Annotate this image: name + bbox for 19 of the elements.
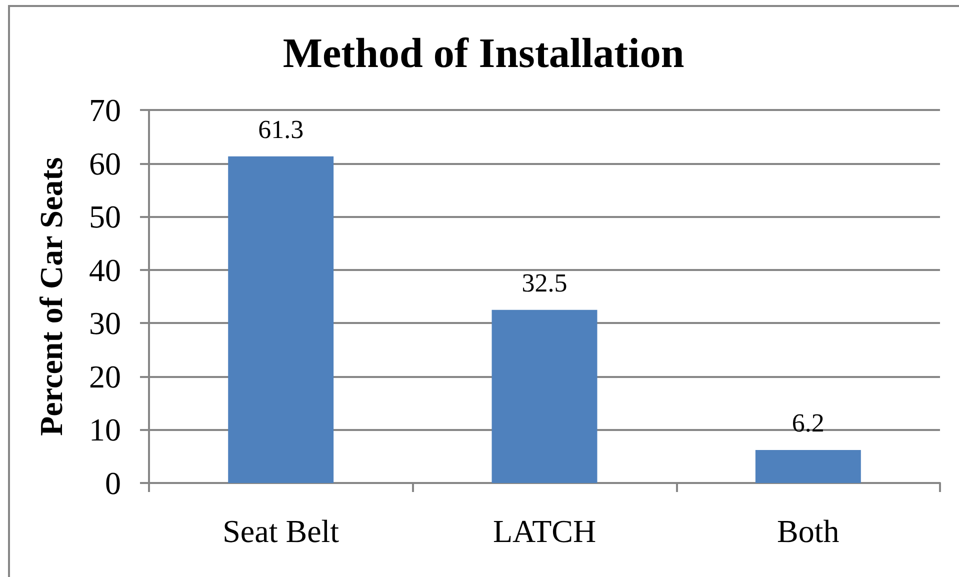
x-tick-label: Seat Belt — [222, 513, 340, 549]
y-tick-label: 40 — [89, 252, 121, 288]
x-tick-label: Both — [777, 513, 840, 549]
y-tick-label: 50 — [89, 198, 121, 235]
bar — [755, 450, 861, 483]
chart-title: Method of Installation — [282, 31, 684, 77]
y-tick-label: 70 — [89, 92, 121, 128]
y-tick-label: 0 — [105, 465, 121, 501]
bar — [228, 156, 334, 483]
y-axis-title: Percent of Car Seats — [33, 157, 69, 436]
y-tick-label: 30 — [89, 305, 121, 342]
data-label: 61.3 — [258, 114, 304, 144]
y-tick-label: 10 — [89, 412, 121, 448]
y-tick-label: 60 — [89, 145, 121, 182]
x-tick-label: LATCH — [492, 513, 596, 549]
data-label: 6.2 — [792, 408, 824, 438]
data-label: 32.5 — [522, 268, 568, 298]
bar — [492, 310, 598, 483]
y-tick-label: 20 — [89, 358, 121, 394]
